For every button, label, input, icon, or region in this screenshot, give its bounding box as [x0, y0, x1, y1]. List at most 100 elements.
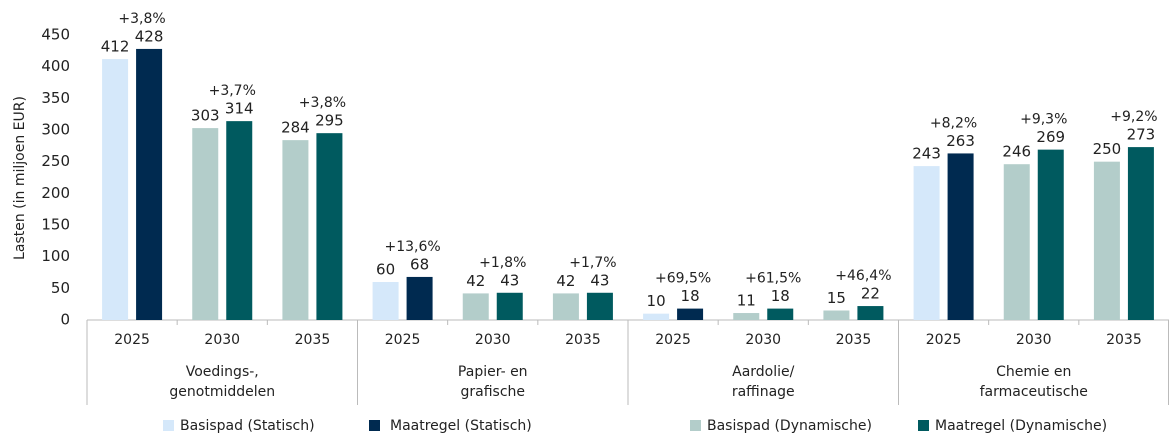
data-label: 263: [946, 132, 975, 150]
annotation: +69,5%: [655, 271, 711, 287]
bar: [496, 292, 523, 320]
y-tick-label: 300: [41, 121, 70, 139]
y-tick-label: 200: [41, 184, 70, 202]
x-tick-label: 2025: [114, 332, 150, 348]
data-label: 11: [737, 292, 756, 310]
bar: [192, 128, 219, 320]
bar: [462, 293, 489, 320]
bar: [643, 313, 670, 320]
bar: [136, 48, 163, 320]
bar: [406, 276, 433, 320]
legend-swatch: [690, 420, 701, 431]
bar: [823, 310, 850, 320]
data-label: 15: [827, 289, 846, 307]
data-label: 18: [681, 287, 700, 305]
bar: [767, 308, 794, 320]
bar: [1037, 149, 1064, 320]
x-tick-label: 2035: [565, 332, 601, 348]
legend-label: Maatregel (Dynamische): [935, 418, 1107, 434]
bar: [1003, 164, 1030, 320]
x-tick-label: 2035: [836, 332, 872, 348]
annotation: +9,2%: [1110, 109, 1157, 125]
annotation: +13,6%: [384, 239, 440, 255]
x-tick-label: 2030: [1016, 332, 1052, 348]
bar: [733, 313, 760, 320]
x-tick-label: 2035: [295, 332, 331, 348]
data-label: 428: [135, 27, 164, 45]
bar: [913, 166, 940, 320]
group-label: farmaceutische: [980, 384, 1088, 400]
bar: [102, 59, 129, 321]
legend-label: Basispad (Dynamische): [707, 418, 872, 434]
bar: [552, 293, 579, 320]
bar: [857, 306, 884, 320]
data-label: 412: [101, 38, 130, 56]
data-label: 246: [1002, 143, 1031, 161]
data-label: 18: [771, 287, 790, 305]
group-label: raffinage: [732, 384, 795, 400]
annotation: +46,4%: [835, 268, 891, 284]
data-label: 273: [1127, 126, 1156, 144]
x-tick-label: 2030: [475, 332, 511, 348]
data-label: 284: [281, 119, 310, 137]
x-tick-label: 2035: [1106, 332, 1142, 348]
data-label: 68: [410, 255, 429, 273]
bar: [947, 153, 974, 320]
x-tick-label: 2030: [204, 332, 240, 348]
annotation: +61,5%: [745, 271, 801, 287]
legend-label: Maatregel (Statisch): [390, 418, 532, 434]
group-label: genotmiddelen: [169, 384, 275, 400]
annotation: +3,7%: [209, 83, 256, 99]
data-label: 10: [647, 292, 666, 310]
y-tick-label: 400: [41, 57, 70, 75]
legend-label: Basispad (Statisch): [180, 418, 315, 434]
annotation: +1,7%: [569, 255, 616, 271]
legend-swatch: [918, 420, 929, 431]
annotation: +1,8%: [479, 255, 526, 271]
data-label: 43: [500, 271, 519, 289]
data-label: 295: [315, 112, 344, 130]
y-tick-label: 250: [41, 152, 70, 170]
annotation: +8,2%: [930, 115, 977, 131]
data-label: 60: [376, 261, 395, 279]
y-tick-label: 450: [41, 26, 70, 44]
x-tick-label: 2025: [385, 332, 421, 348]
y-tick-label: 50: [51, 279, 70, 297]
bar: [282, 140, 309, 320]
data-label: 314: [225, 100, 254, 118]
y-tick-label: 150: [41, 216, 70, 234]
y-axis-label: Lasten (in miljoen EUR): [12, 96, 28, 260]
bar: [1127, 147, 1154, 320]
data-label: 303: [191, 107, 220, 125]
x-tick-label: 2030: [745, 332, 781, 348]
x-tick-label: 2025: [926, 332, 962, 348]
bar: [677, 308, 704, 320]
annotation: +3,8%: [299, 95, 346, 111]
group-label: Chemie en: [996, 364, 1071, 380]
annotation: +3,8%: [118, 11, 165, 27]
data-label: 269: [1036, 128, 1065, 146]
data-label: 42: [556, 272, 575, 290]
data-label: 22: [861, 285, 880, 303]
legend-swatch: [163, 420, 174, 431]
group-label: Papier- en: [458, 364, 528, 380]
bar: [316, 133, 343, 320]
data-label: 43: [590, 271, 609, 289]
group-label: Aardolie/: [732, 364, 795, 380]
legend-swatch: [369, 420, 380, 431]
data-label: 42: [466, 272, 485, 290]
group-label: grafische: [460, 384, 525, 400]
bar: [586, 292, 613, 320]
x-tick-label: 2025: [655, 332, 691, 348]
bar: [226, 121, 253, 320]
y-tick-label: 0: [60, 311, 70, 329]
bar: [1093, 161, 1120, 320]
bar: [372, 282, 399, 320]
group-label: Voedings-,: [186, 364, 259, 380]
annotation: +9,3%: [1020, 112, 1067, 128]
y-tick-label: 350: [41, 89, 70, 107]
data-label: 250: [1093, 140, 1122, 158]
data-label: 243: [912, 145, 941, 163]
y-tick-label: 100: [41, 247, 70, 265]
